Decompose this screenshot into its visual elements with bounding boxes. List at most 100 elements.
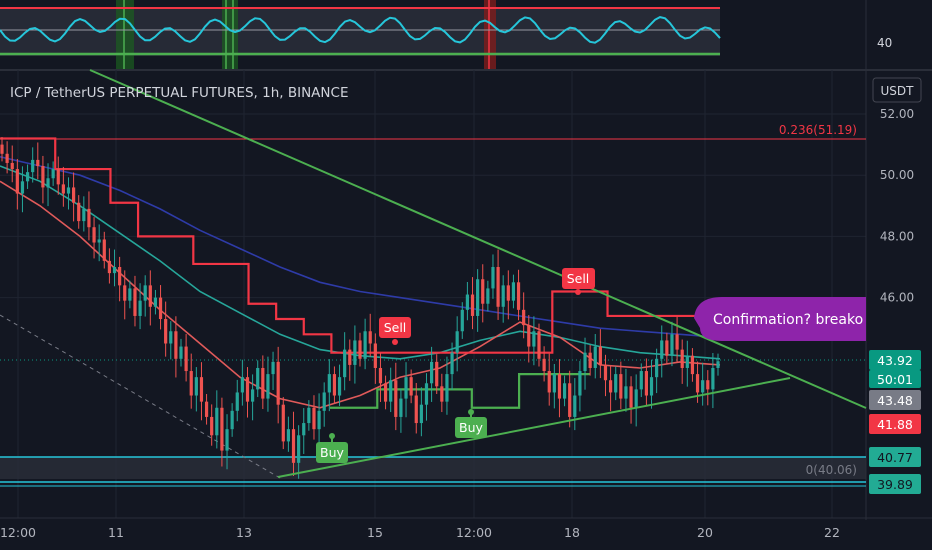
candle-body [271,361,275,375]
candle-body [527,325,531,347]
rsi-line [0,16,721,44]
candle-body [189,371,193,396]
candle-body [685,355,689,368]
candle-body [251,389,255,402]
currency-label: USDT [881,84,915,98]
candle-body [56,169,60,185]
candle-body [36,159,40,167]
candle-body [158,297,163,320]
candle-body [256,367,260,390]
price-axis-tick: 48.00 [880,229,914,243]
price-tag-stop-text: 41.88 [877,417,913,432]
time-axis-tick: 13 [236,525,252,540]
candle-body [25,172,30,182]
candle-body [588,352,592,368]
candle-body [107,260,111,274]
indicator-panel[interactable]: 40 [0,0,892,70]
candle-body [297,435,301,463]
candle-body [353,340,357,365]
candle-body [20,181,25,194]
candle-body [701,380,705,393]
support-zone [0,457,866,479]
candle-body [389,380,393,402]
price-axis-tick: 52.00 [880,107,914,121]
candle-body [537,331,541,359]
candle-body [619,374,623,399]
supertrend-green [330,373,590,409]
candle-body [220,407,224,451]
candle-body [649,377,654,396]
dashed-trendline[interactable] [0,314,281,479]
candle-body [634,389,638,408]
candle-body [322,392,326,411]
candle-body [378,367,383,384]
price-tags: 43.92 50:01 43.48 41.88 40.77 39.89 [869,350,921,494]
candle-body [169,331,173,344]
candle-body [603,364,608,381]
candle-body [291,429,296,463]
time-axis-tick: 11 [108,525,124,540]
price-axis[interactable]: 52.00 50.00 48.00 46.00 [880,107,914,305]
sell-signal: Sell [562,268,595,295]
candle-body [542,358,546,372]
price-tag-support-a [869,447,921,467]
sell-signal-label: Sell [384,320,407,335]
candle-body [184,346,188,372]
time-axis-tick: 18 [564,525,580,540]
rsi-band-fill [0,8,720,56]
candle-body [368,331,372,344]
symbol-title: ICP / TetherUS PERPETUAL FUTURES, 1h, BI… [10,85,348,101]
candle-body [680,349,684,368]
candle-body [660,340,664,359]
candle-body [593,346,597,368]
buy-signal: Buy [455,409,487,438]
candle-body [695,374,700,393]
buy-signal: Buy [316,433,348,463]
time-axis[interactable]: 12:00 11 13 15 12:00 18 20 22 [0,525,840,540]
candle-body [711,367,715,390]
callout-text: Confirmation? breako [713,312,863,328]
candle-body [373,343,377,368]
candle-body [112,267,117,274]
currency-box[interactable] [872,77,922,103]
candle-body [15,169,19,194]
rsi-oversold-highlight [116,0,134,70]
candle-body [337,377,342,396]
candle-body [522,309,526,326]
candle-body [511,282,516,301]
fib-label-0: 0(40.06) [806,463,857,477]
candle-body [363,331,367,359]
candle-body [516,282,521,310]
candle-body [240,377,244,393]
triangle-upper-trendline[interactable] [89,69,867,409]
candle-body [123,285,127,301]
candle-body [164,319,168,344]
candle-body [430,361,434,384]
supertrend-red [0,137,720,354]
candle-body [414,395,418,424]
fib-label-0236: 0.236(51.19) [779,123,857,137]
buy-signal-label: Buy [320,445,344,460]
candle-body [383,383,388,402]
candle-body [496,267,500,307]
candle-body [445,374,449,402]
candle-body [148,285,152,307]
candle-body [61,184,65,194]
candle-body [424,383,429,405]
price-tag-last-text: 43.92 [877,353,913,368]
candle-body [46,178,50,188]
candle-body [261,367,265,399]
candle-body [97,239,101,243]
triangle-lower-trendline[interactable] [277,377,791,478]
price-tag-ma [869,390,921,410]
callout[interactable]: Confirmation? breako [694,297,866,341]
candle-body [302,423,306,436]
candle-body [716,361,720,368]
price-axis-tick: 46.00 [880,291,914,305]
candle-body [317,410,321,430]
candle-body [629,386,633,408]
candle-body [230,410,234,430]
time-axis-tick: 15 [367,525,383,540]
candle-body [343,349,347,378]
